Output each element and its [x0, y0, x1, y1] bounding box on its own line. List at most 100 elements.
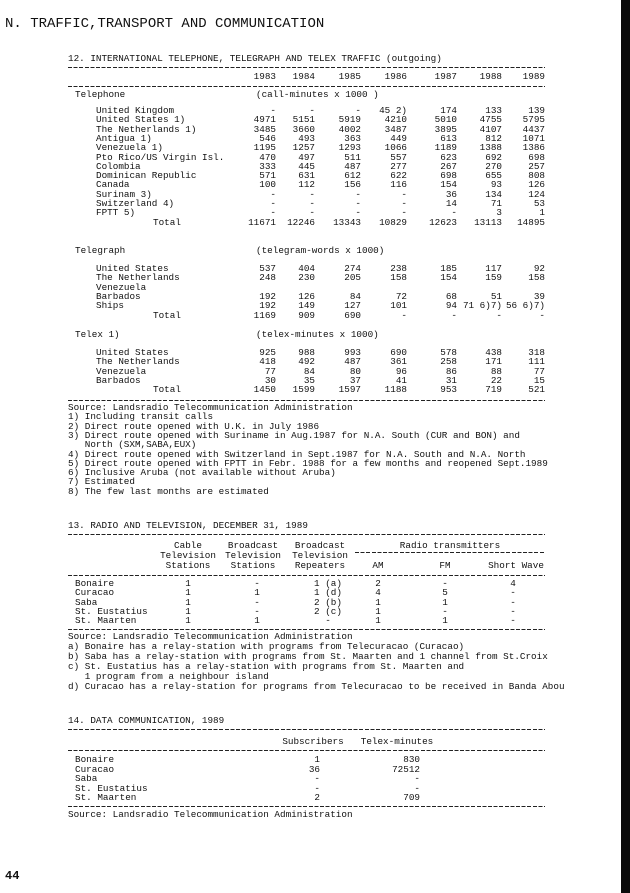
cell: -	[442, 578, 448, 589]
note: 2) Direct route opened with U.K. in July…	[68, 420, 320, 432]
cell: -	[510, 596, 516, 608]
cell: 692	[485, 151, 502, 163]
cell: 192	[259, 300, 276, 312]
cell: 72	[395, 290, 407, 302]
cell: 1257	[292, 142, 315, 154]
cell: 94	[445, 300, 457, 312]
total-label: Total	[153, 384, 181, 396]
cell: 72512	[392, 763, 420, 775]
note: b) Saba has a relay-station with program…	[68, 650, 548, 662]
cell: 39	[533, 290, 545, 302]
row-label: Curacao	[75, 587, 115, 599]
cell: 1	[254, 587, 260, 599]
cell: 993	[344, 347, 361, 358]
cell: 174	[440, 105, 457, 116]
cell: 4755	[479, 114, 502, 126]
total-cell: 953	[440, 384, 457, 396]
column-header: Television	[160, 550, 216, 561]
cell: 126	[528, 179, 545, 191]
cell: -	[270, 188, 276, 200]
note: a) Bonaire has a relay-station with prog…	[68, 640, 465, 652]
column-header: 1984	[292, 71, 315, 82]
rule	[68, 86, 545, 87]
cell: -	[510, 605, 516, 617]
cell: -	[314, 773, 320, 784]
cell: 1	[185, 596, 191, 608]
row-label: Saba	[75, 596, 98, 608]
note: c) St. Eustatius has a relay-station wit…	[68, 660, 465, 672]
cell: 154	[440, 272, 457, 284]
cell: -	[270, 207, 276, 219]
cell: 56 6)7)	[505, 300, 545, 312]
row-label: The Netherlands	[96, 272, 180, 284]
cell: 126	[298, 290, 315, 302]
cell: -	[254, 578, 260, 589]
column-header: 1985	[338, 71, 361, 82]
total-cell: 1450	[253, 384, 276, 396]
total-cell: 1188	[384, 384, 407, 396]
cell: 30	[264, 374, 276, 386]
column-header: 1983	[253, 71, 276, 82]
column-header: Television	[225, 550, 281, 561]
cell: 36	[445, 188, 457, 200]
cell: 4	[510, 578, 516, 589]
cell: 690	[390, 347, 407, 358]
page-title: N. TRAFFIC,TRANSPORT AND COMMUNICATION	[5, 16, 325, 32]
rule	[68, 629, 545, 630]
cell: 267	[440, 160, 457, 172]
column-header: 1987	[434, 71, 457, 82]
cell: 51	[490, 290, 502, 302]
cell: 84	[349, 290, 361, 302]
column-header: Subscribers	[282, 736, 344, 747]
cell: 205	[344, 272, 361, 284]
total-cell: -	[401, 309, 407, 321]
row-label: Barbados	[96, 374, 141, 386]
cell: 1	[314, 754, 320, 765]
row-label: Switzerland 4)	[96, 198, 175, 209]
cell: 613	[440, 132, 457, 144]
cell: 277	[390, 160, 407, 172]
rule	[68, 400, 545, 401]
cell: 1	[185, 578, 191, 589]
rule	[68, 575, 545, 576]
cell: 5010	[434, 114, 457, 126]
cell: 1	[185, 605, 191, 617]
total-cell: 10829	[379, 216, 407, 228]
cell: 1 (d)	[314, 587, 342, 599]
column-header: AM	[372, 560, 384, 571]
cell: 111	[528, 356, 545, 368]
total-cell: 1597	[338, 384, 361, 396]
cell: 2 (b)	[314, 596, 342, 608]
cell: 546	[259, 132, 276, 144]
cell: 4107	[479, 123, 502, 135]
column-header: FM	[439, 560, 451, 571]
cell: 2	[314, 792, 320, 803]
row-label: Colombia	[96, 160, 141, 172]
cell: 96	[395, 365, 407, 377]
total-cell: 13343	[333, 216, 361, 228]
cell: 445	[298, 160, 315, 172]
row-label: Canada	[96, 179, 130, 191]
rule	[68, 806, 545, 807]
row-label: Venezuela	[96, 281, 147, 293]
column-header: 1986	[384, 71, 407, 82]
cell: 156	[344, 179, 361, 191]
cell: -	[309, 207, 315, 219]
cell: 139	[528, 105, 545, 116]
cell: -	[451, 207, 457, 219]
total-cell: 909	[298, 309, 315, 321]
cell: 1	[442, 615, 448, 627]
cell: 77	[264, 365, 276, 377]
cell: -	[325, 615, 331, 627]
total-cell: 1169	[253, 309, 276, 321]
page-number: 44	[5, 869, 20, 883]
group-unit: (call-minutes x 1000 )	[256, 89, 379, 100]
cell: -	[414, 773, 420, 784]
row-label: Antigua 1)	[96, 132, 152, 144]
cell: 1	[442, 596, 448, 608]
row-label: St. Eustatius	[75, 605, 148, 617]
cell: 112	[298, 179, 315, 191]
cell: 127	[344, 300, 361, 312]
cell: 318	[528, 347, 545, 358]
